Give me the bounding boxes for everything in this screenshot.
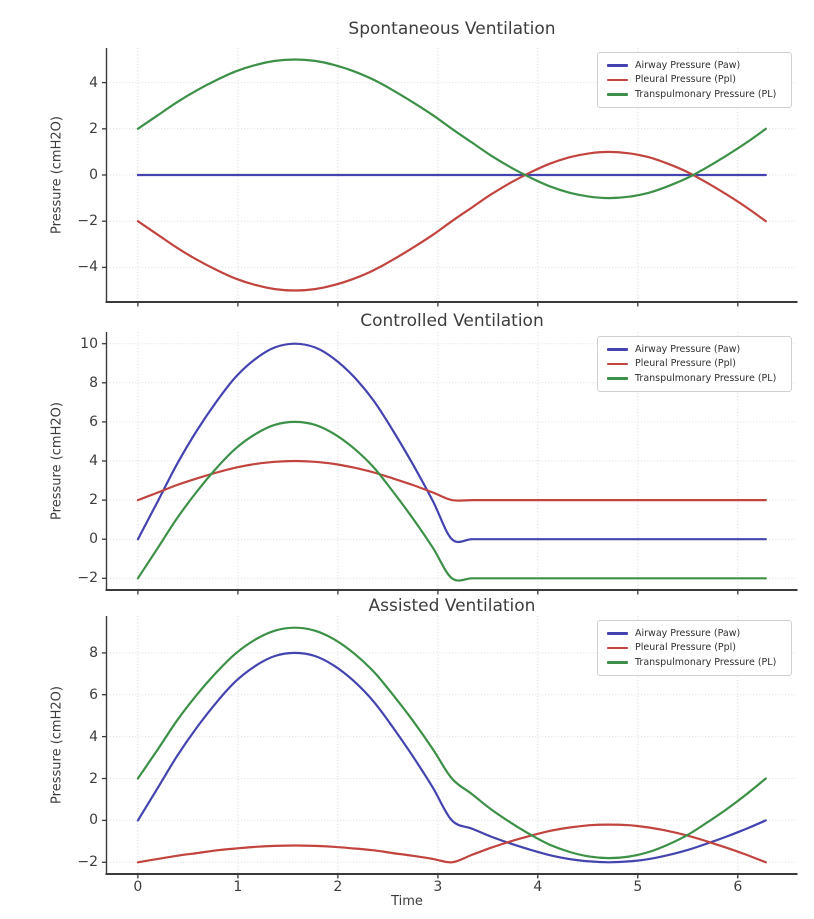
series-pleural-pressure-ppl [136, 459, 767, 502]
legend-row: Transpulmonary Pressure (PL) [607, 87, 785, 102]
legend-label: Airway Pressure (Paw) [635, 343, 741, 355]
subplot-controlled-ventilation [102, 332, 798, 595]
legend: Airway Pressure (Paw) Pleural Pressure (… [597, 620, 792, 676]
y-tick-label: 4 [89, 453, 98, 469]
x-tick-label: 3 [433, 879, 443, 895]
legend: Airway Pressure (Paw) Pleural Pressure (… [597, 52, 792, 108]
x-tick-label: 2 [333, 879, 343, 895]
y-tick-label: −4 [77, 259, 98, 276]
legend-row: Transpulmonary Pressure (PL) [607, 655, 785, 670]
legend-swatch-airway [607, 64, 628, 67]
x-tick-label: 6 [733, 879, 743, 895]
subplot-spontaneous-ventilation [102, 48, 798, 307]
legend-row: Pleural Pressure (Ppl) [607, 357, 785, 372]
legend-swatch-pleural [607, 362, 628, 366]
legend-swatch-transpulmonary [607, 377, 628, 380]
y-tick-label: −2 [77, 570, 98, 587]
x-tick-label: 1 [233, 879, 243, 895]
y-tick-label: 2 [89, 492, 98, 509]
series-pleural-pressure-ppl [136, 150, 767, 292]
legend: Airway Pressure (Paw) Pleural Pressure (… [597, 336, 792, 392]
series-airway-pressure-paw [136, 651, 767, 864]
legend-row: Pleural Pressure (Ppl) [607, 73, 785, 88]
legend-label: Airway Pressure (Paw) [635, 59, 741, 71]
legend-row: Pleural Pressure (Ppl) [607, 641, 785, 656]
y-tick-label: 0 [89, 167, 98, 183]
subplot-assisted-ventilation [102, 616, 798, 879]
y-tick-label: 8 [89, 644, 98, 661]
legend-label: Pleural Pressure (Ppl) [635, 358, 737, 370]
y-tick-label: −2 [77, 213, 98, 230]
x-tick-label: 5 [633, 879, 643, 895]
legend-row: Airway Pressure (Paw) [607, 342, 785, 357]
legend-swatch-transpulmonary [607, 93, 628, 96]
y-tick-label: 10 [80, 335, 98, 352]
series-transpulmonary-pressure-pl [136, 58, 767, 200]
series-transpulmonary-pressure-pl [136, 420, 767, 582]
y-tick-label: 4 [89, 728, 98, 745]
legend-label: Pleural Pressure (Ppl) [635, 642, 737, 654]
y-tick-label: −2 [77, 854, 98, 871]
legend-label: Pleural Pressure (Ppl) [635, 74, 737, 86]
series-pleural-pressure-ppl [136, 823, 767, 864]
y-tick-label: 8 [89, 374, 98, 391]
y-tick-label: 2 [89, 120, 98, 137]
legend-row: Transpulmonary Pressure (PL) [607, 371, 785, 386]
legend-swatch-pleural [607, 78, 628, 82]
legend-label: Airway Pressure (Paw) [635, 627, 741, 639]
series-transpulmonary-pressure-pl [136, 626, 767, 860]
x-tick-label: 0 [133, 879, 143, 895]
legend-label: Transpulmonary Pressure (PL) [635, 656, 777, 668]
legend-row: Airway Pressure (Paw) [607, 58, 785, 73]
y-tick-label: 0 [89, 531, 98, 548]
legend-swatch-transpulmonary [607, 661, 628, 664]
x-axis-label: Time [391, 894, 423, 909]
legend-label: Transpulmonary Pressure (PL) [635, 88, 777, 100]
y-tick-label: 2 [89, 770, 98, 787]
legend-row: Airway Pressure (Paw) [607, 626, 785, 641]
legend-swatch-airway [607, 348, 628, 351]
legend-swatch-pleural [607, 646, 628, 650]
y-tick-label: 4 [89, 74, 98, 91]
y-tick-label: 0 [89, 812, 98, 829]
series-airway-pressure-paw [136, 342, 767, 544]
y-tick-label: 6 [89, 686, 98, 703]
y-tick-label: 6 [89, 413, 98, 430]
chart-title-controlled: Controlled Ventilation [360, 311, 544, 331]
chart-title-spontaneous: Spontaneous Ventilation [348, 19, 556, 39]
legend-label: Transpulmonary Pressure (PL) [635, 372, 777, 384]
chart-title-assisted: Assisted Ventilation [368, 596, 536, 616]
x-tick-label: 4 [533, 879, 543, 895]
legend-swatch-airway [607, 632, 628, 635]
